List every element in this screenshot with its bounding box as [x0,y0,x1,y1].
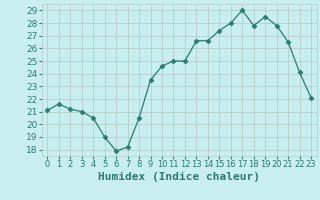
X-axis label: Humidex (Indice chaleur): Humidex (Indice chaleur) [98,172,260,182]
